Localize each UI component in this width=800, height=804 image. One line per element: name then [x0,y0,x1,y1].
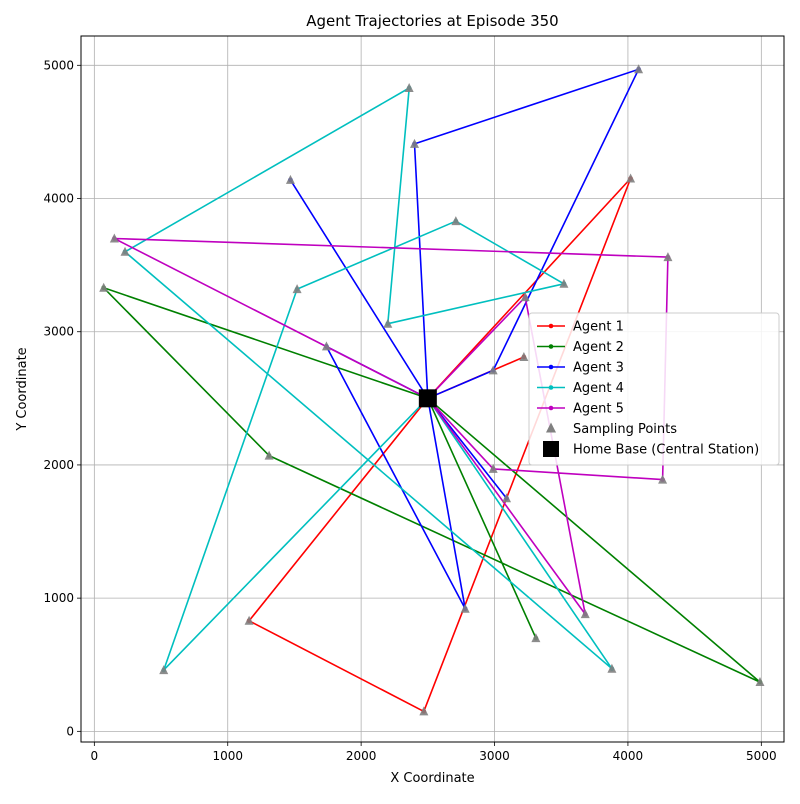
sampling-point-marker [488,463,498,473]
sampling-point-marker [520,292,530,302]
legend-entry-label: Agent 3 [573,361,624,376]
sampling-point-marker [409,138,419,148]
sampling-point-marker [531,633,541,643]
legend-square-swatch [543,441,559,457]
sampling-point-marker [383,318,393,328]
sampling-point-marker [321,341,331,351]
plot-frame [80,35,785,743]
sampling-markers [99,64,765,716]
sampling-point-marker [626,173,636,183]
x-tick-label: 4000 [613,749,644,763]
x-tick-label: 1000 [212,749,243,763]
sampling-point-marker [99,282,109,292]
legend: Agent 1 Agent 2 Agent 3 Agent 4 Agent 5 Sampl… [528,312,780,466]
sampling-point-marker [292,284,302,294]
sampling-point-marker [559,278,569,288]
sampling-point-marker [159,665,169,675]
y-tick-label: 1000 [43,591,74,605]
sampling-point-marker [109,233,119,243]
sampling-point-marker [244,615,254,625]
x-tick-label: 5000 [746,749,777,763]
legend-point-swatch [548,344,554,349]
y-tick-label: 4000 [43,192,74,206]
legend-entry-label: Sampling Points [573,422,677,437]
chart-title: Agent Trajectories at Episode 350 [306,12,558,30]
series-line [289,68,640,610]
legend-box [528,312,780,466]
legend-triangle-swatch [546,422,556,433]
sampling-point-marker [519,352,529,362]
legend-entry-label: Home Base (Central Station) [573,443,759,458]
home-base-marker [418,389,437,408]
sampling-point-marker [460,603,470,613]
sampling-point-marker [580,609,590,619]
y-axis-label: Y Coordinate [15,347,30,431]
sampling-point-marker [663,252,673,262]
sampling-point-marker [658,474,668,484]
sampling-point-marker [285,174,295,184]
sampling-point-marker [120,246,130,256]
sampling-point-marker [488,365,498,375]
x-tick-label: 2000 [346,749,377,763]
sampling-point-marker [634,64,644,74]
y-tick-label: 3000 [43,325,74,339]
sampling-point-marker [404,82,414,92]
x-tick-label: 3000 [479,749,510,763]
x-axis-label: X Coordinate [390,771,474,786]
legend-entry-label: Agent 2 [573,340,624,355]
home-base-layer [418,389,437,408]
legend-point-swatch [548,364,554,370]
legend-entry-label: Agent 5 [573,402,624,417]
sampling-point-marker [451,216,461,226]
sampling-point-marker [607,663,617,673]
legend-point-swatch [548,323,554,329]
legend-entry-label: Agent 1 [573,320,624,335]
legend-point-swatch [548,405,554,411]
legend-entry-label: Agent 4 [573,381,624,396]
y-tick-label: 0 [66,724,74,738]
series-line [124,87,613,671]
axis-ticks: 0 1000 2000 3000 4000 5000 0 1000 2000 3000 4000 50… [43,58,776,763]
sampling-point-marker [264,450,274,460]
x-tick-label: 0 [91,749,99,763]
sampling-point-marker [755,677,765,687]
legend-point-swatch [548,385,554,390]
sampling-point-marker [502,493,512,503]
y-tick-label: 5000 [43,58,74,72]
y-tick-label: 2000 [43,458,74,472]
sampling-point-marker [419,706,429,716]
